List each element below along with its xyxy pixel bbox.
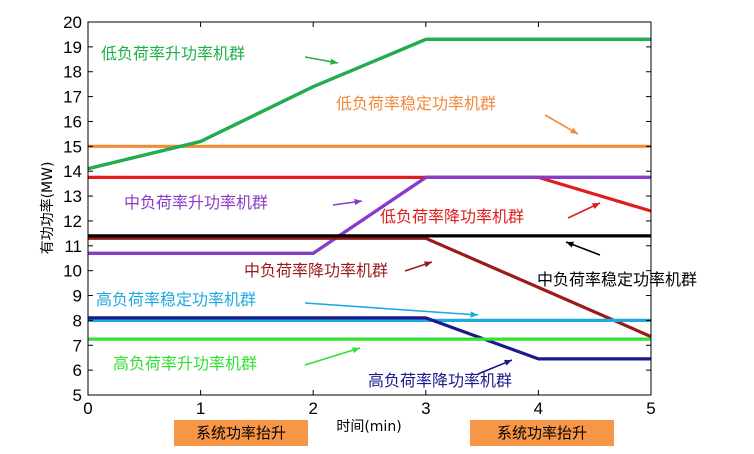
x-tick-label: 5 bbox=[646, 399, 655, 418]
annotation-arrowhead bbox=[592, 203, 600, 209]
series-line-6 bbox=[88, 175, 651, 255]
y-tick-label: 13 bbox=[63, 187, 82, 206]
annotation-label: 低负荷率升功率机群 bbox=[101, 44, 245, 63]
series-line-7 bbox=[88, 236, 652, 339]
arrow-layer bbox=[304, 56, 601, 375]
annotation-label: 高负荷率稳定功率机群 bbox=[96, 290, 256, 309]
x-tick-label: 1 bbox=[196, 399, 205, 418]
x-tick-label: 2 bbox=[308, 399, 317, 418]
annotation-arrowhead bbox=[566, 241, 574, 248]
y-tick-label: 8 bbox=[73, 311, 82, 330]
annotation-label: 高负荷率升功率机群 bbox=[113, 354, 257, 373]
y-tick-label: 7 bbox=[73, 336, 82, 355]
y-tick-label: 16 bbox=[63, 112, 82, 131]
annotation-arrowhead bbox=[352, 347, 360, 354]
annotation-arrow bbox=[304, 347, 361, 366]
plot-frame bbox=[87, 21, 652, 396]
annotation-label: 中负荷率降功率机群 bbox=[244, 261, 388, 280]
x-tick-label: 0 bbox=[83, 399, 92, 418]
annotation-arrowhead bbox=[570, 127, 578, 134]
annotation-arrowhead bbox=[470, 311, 478, 318]
y-tick-label: 12 bbox=[63, 212, 82, 231]
y-tick-label: 10 bbox=[63, 262, 82, 281]
y-tick-label: 9 bbox=[73, 287, 82, 306]
y-tick-label: 20 bbox=[63, 13, 82, 32]
y-tick-label: 15 bbox=[63, 137, 82, 156]
system-power-raise-badge-2: 系统功率抬升 bbox=[470, 420, 614, 446]
annotation-label: 中负荷率稳定功率机群 bbox=[537, 270, 697, 289]
y-tick-label: 11 bbox=[64, 237, 82, 256]
y-tick-label: 19 bbox=[63, 38, 82, 57]
y-tick-label: 5 bbox=[73, 386, 82, 405]
series-layer bbox=[87, 37, 652, 361]
series-line-3 bbox=[87, 37, 651, 171]
annotation-arrow bbox=[304, 302, 479, 316]
system-power-raise-badge-1: 系统功率抬升 bbox=[174, 420, 308, 446]
y-tick-label: 6 bbox=[73, 361, 82, 380]
annotation-arrowhead bbox=[424, 261, 432, 268]
x-tick-label: 4 bbox=[534, 399, 543, 418]
annotation-arrowhead bbox=[330, 58, 338, 65]
y-tick-label: 18 bbox=[63, 63, 82, 82]
annotation-label: 低负荷率降功率机群 bbox=[380, 207, 524, 226]
plot-background bbox=[88, 22, 651, 395]
annotation-label: 低负荷率稳定功率机群 bbox=[336, 94, 496, 113]
y-tick-label: 17 bbox=[63, 88, 82, 107]
annotation-label: 中负荷率升功率机群 bbox=[124, 193, 268, 212]
y-tick-label: 14 bbox=[63, 162, 82, 181]
annotation-layer: 低负荷率升功率机群低负荷率稳定功率机群中负荷率升功率机群低负荷率降功率机群中负荷… bbox=[96, 44, 697, 390]
y-axis-label: 有功功率(MW) bbox=[39, 162, 56, 255]
annotation-label: 高负荷率降功率机群 bbox=[368, 371, 512, 390]
annotation-arrowhead bbox=[504, 359, 512, 366]
x-tick-label: 3 bbox=[421, 399, 430, 418]
annotation-arrowhead bbox=[354, 198, 362, 206]
x-axis-label: 时间(min) bbox=[336, 419, 401, 435]
